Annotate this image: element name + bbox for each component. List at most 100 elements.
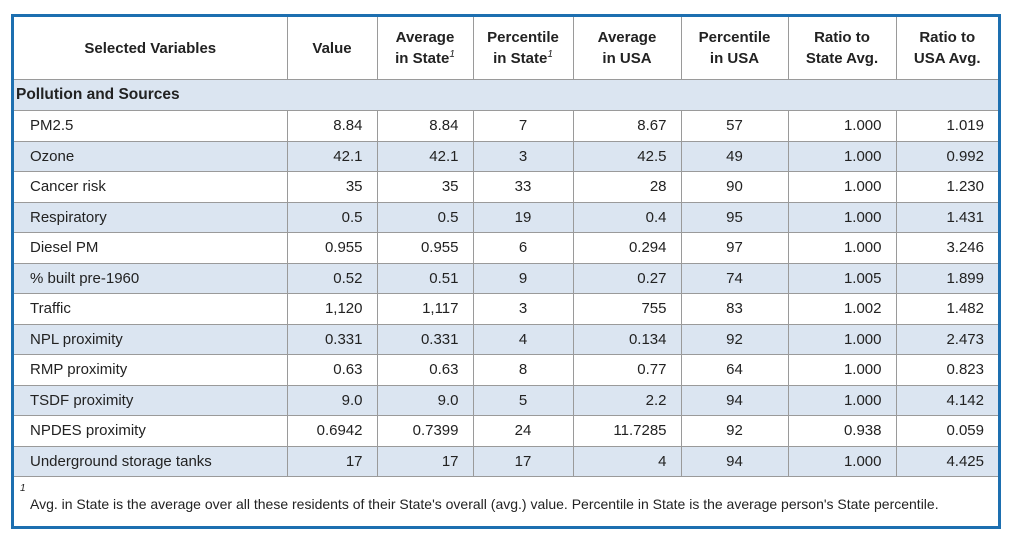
cell-ratio-to-usa-avg: 0.992 xyxy=(895,140,998,172)
table-row: NPDES proximity 0.6942 0.7399 24 11.7285 92 0.… xyxy=(14,415,998,447)
cell-variable: % built pre-1960 xyxy=(14,262,288,294)
cell-variable: Traffic xyxy=(14,293,288,325)
table-row: Diesel PM 0.955 0.955 6 0.294 97 1.000 3.246 xyxy=(14,232,998,264)
cell-percentile-in-state: 5 xyxy=(472,384,574,416)
table-body: Pollution and Sources PM2.5 8.84 8.84 7 8.67… xyxy=(14,79,998,477)
cell-average-in-usa: 0.27 xyxy=(572,262,682,294)
table-row: Ozone 42.1 42.1 3 42.5 49 1.000 0.992 xyxy=(14,140,998,172)
cell-average-in-state: 1,117 xyxy=(376,293,474,325)
table-row: Underground storage tanks 17 17 17 4 94 1.000 4… xyxy=(14,445,998,477)
cell-ratio-to-state-avg: 0.938 xyxy=(787,415,897,447)
cell-percentile-in-state: 17 xyxy=(472,445,574,477)
cell-ratio-to-usa-avg: 2.473 xyxy=(895,323,998,355)
cell-average-in-usa: 2.2 xyxy=(572,384,682,416)
cell-value: 0.6942 xyxy=(286,415,378,447)
cell-percentile-in-state: 3 xyxy=(472,293,574,325)
cell-percentile-in-state: 7 xyxy=(472,110,574,142)
environmental-indicators-table: Selected Variables Value Average in Stat… xyxy=(14,17,998,524)
cell-average-in-state: 0.51 xyxy=(376,262,474,294)
footnote-marker: 1 xyxy=(20,482,26,494)
header-percentile-in-usa: Percentile in USA xyxy=(680,17,789,80)
cell-average-in-usa: 42.5 xyxy=(572,140,682,172)
cell-percentile-in-usa: 94 xyxy=(680,445,789,477)
cell-variable: NPL proximity xyxy=(14,323,288,355)
table-row: TSDF proximity 9.0 9.0 5 2.2 94 1.000 4.142 xyxy=(14,384,998,416)
cell-ratio-to-state-avg: 1.000 xyxy=(787,201,897,233)
cell-percentile-in-usa: 94 xyxy=(680,384,789,416)
cell-percentile-in-usa: 64 xyxy=(680,354,789,386)
cell-variable: Ozone xyxy=(14,140,288,172)
cell-percentile-in-state: 4 xyxy=(472,323,574,355)
cell-ratio-to-usa-avg: 4.142 xyxy=(895,384,998,416)
cell-ratio-to-state-avg: 1.000 xyxy=(787,445,897,477)
cell-average-in-usa: 11.7285 xyxy=(572,415,682,447)
cell-average-in-usa: 0.134 xyxy=(572,323,682,355)
cell-ratio-to-usa-avg: 1.482 xyxy=(895,293,998,325)
footnote-ref: 1 xyxy=(449,49,455,60)
cell-percentile-in-state: 33 xyxy=(472,171,574,203)
cell-percentile-in-state: 3 xyxy=(472,140,574,172)
table-row: PM2.5 8.84 8.84 7 8.67 57 1.000 1.019 xyxy=(14,110,998,142)
cell-value: 0.63 xyxy=(286,354,378,386)
cell-ratio-to-usa-avg: 0.059 xyxy=(895,415,998,447)
cell-ratio-to-usa-avg: 0.823 xyxy=(895,354,998,386)
cell-percentile-in-state: 9 xyxy=(472,262,574,294)
cell-average-in-state: 35 xyxy=(376,171,474,203)
cell-average-in-usa: 0.294 xyxy=(572,232,682,264)
cell-percentile-in-usa: 92 xyxy=(680,415,789,447)
cell-variable: Diesel PM xyxy=(14,232,288,264)
cell-percentile-in-usa: 74 xyxy=(680,262,789,294)
header-percentile-in-state: Percentile in State1 xyxy=(472,17,574,80)
cell-ratio-to-state-avg: 1.000 xyxy=(787,384,897,416)
cell-percentile-in-usa: 92 xyxy=(680,323,789,355)
footnote-text: Avg. in State is the average over all th… xyxy=(30,495,939,512)
cell-value: 8.84 xyxy=(286,110,378,142)
table-row: Cancer risk 35 35 33 28 90 1.000 1.230 xyxy=(14,171,998,203)
footnote: 1 Avg. in State is the average over all … xyxy=(14,476,998,524)
cell-average-in-usa: 4 xyxy=(572,445,682,477)
cell-value: 0.955 xyxy=(286,232,378,264)
table-row: % built pre-1960 0.52 0.51 9 0.27 74 1.005 1.89… xyxy=(14,262,998,294)
cell-value: 9.0 xyxy=(286,384,378,416)
cell-percentile-in-state: 24 xyxy=(472,415,574,447)
cell-ratio-to-usa-avg: 1.019 xyxy=(895,110,998,142)
table-row: NPL proximity 0.331 0.331 4 0.134 92 1.000 2.47… xyxy=(14,323,998,355)
cell-variable: NPDES proximity xyxy=(14,415,288,447)
cell-value: 0.52 xyxy=(286,262,378,294)
cell-value: 42.1 xyxy=(286,140,378,172)
cell-average-in-state: 8.84 xyxy=(376,110,474,142)
cell-value: 1,120 xyxy=(286,293,378,325)
cell-ratio-to-state-avg: 1.000 xyxy=(787,323,897,355)
data-table-frame: Selected Variables Value Average in Stat… xyxy=(11,14,1001,529)
cell-percentile-in-usa: 49 xyxy=(680,140,789,172)
cell-percentile-in-state: 19 xyxy=(472,201,574,233)
cell-ratio-to-state-avg: 1.000 xyxy=(787,232,897,264)
cell-value: 17 xyxy=(286,445,378,477)
header-row: Selected Variables Value Average in Stat… xyxy=(14,17,998,80)
cell-average-in-state: 0.63 xyxy=(376,354,474,386)
cell-average-in-state: 9.0 xyxy=(376,384,474,416)
cell-variable: PM2.5 xyxy=(14,110,288,142)
cell-percentile-in-usa: 97 xyxy=(680,232,789,264)
cell-average-in-usa: 28 xyxy=(572,171,682,203)
header-ratio-to-state-avg: Ratio to State Avg. xyxy=(787,17,897,80)
cell-variable: Cancer risk xyxy=(14,171,288,203)
cell-average-in-state: 0.7399 xyxy=(376,415,474,447)
cell-percentile-in-usa: 95 xyxy=(680,201,789,233)
cell-variable: TSDF proximity xyxy=(14,384,288,416)
header-ratio-to-usa-avg: Ratio to USA Avg. xyxy=(895,17,998,80)
cell-variable: Underground storage tanks xyxy=(14,445,288,477)
cell-ratio-to-usa-avg: 1.230 xyxy=(895,171,998,203)
cell-average-in-usa: 8.67 xyxy=(572,110,682,142)
section-title: Pollution and Sources xyxy=(14,79,998,111)
cell-percentile-in-usa: 83 xyxy=(680,293,789,325)
table-row: Respiratory 0.5 0.5 19 0.4 95 1.000 1.431 xyxy=(14,201,998,233)
cell-ratio-to-usa-avg: 3.246 xyxy=(895,232,998,264)
header-average-in-usa: Average in USA xyxy=(572,17,682,80)
cell-ratio-to-state-avg: 1.000 xyxy=(787,171,897,203)
cell-value: 35 xyxy=(286,171,378,203)
footnote-row: 1 Avg. in State is the average over all … xyxy=(14,476,998,524)
cell-average-in-usa: 0.77 xyxy=(572,354,682,386)
cell-average-in-state: 0.331 xyxy=(376,323,474,355)
cell-average-in-usa: 0.4 xyxy=(572,201,682,233)
